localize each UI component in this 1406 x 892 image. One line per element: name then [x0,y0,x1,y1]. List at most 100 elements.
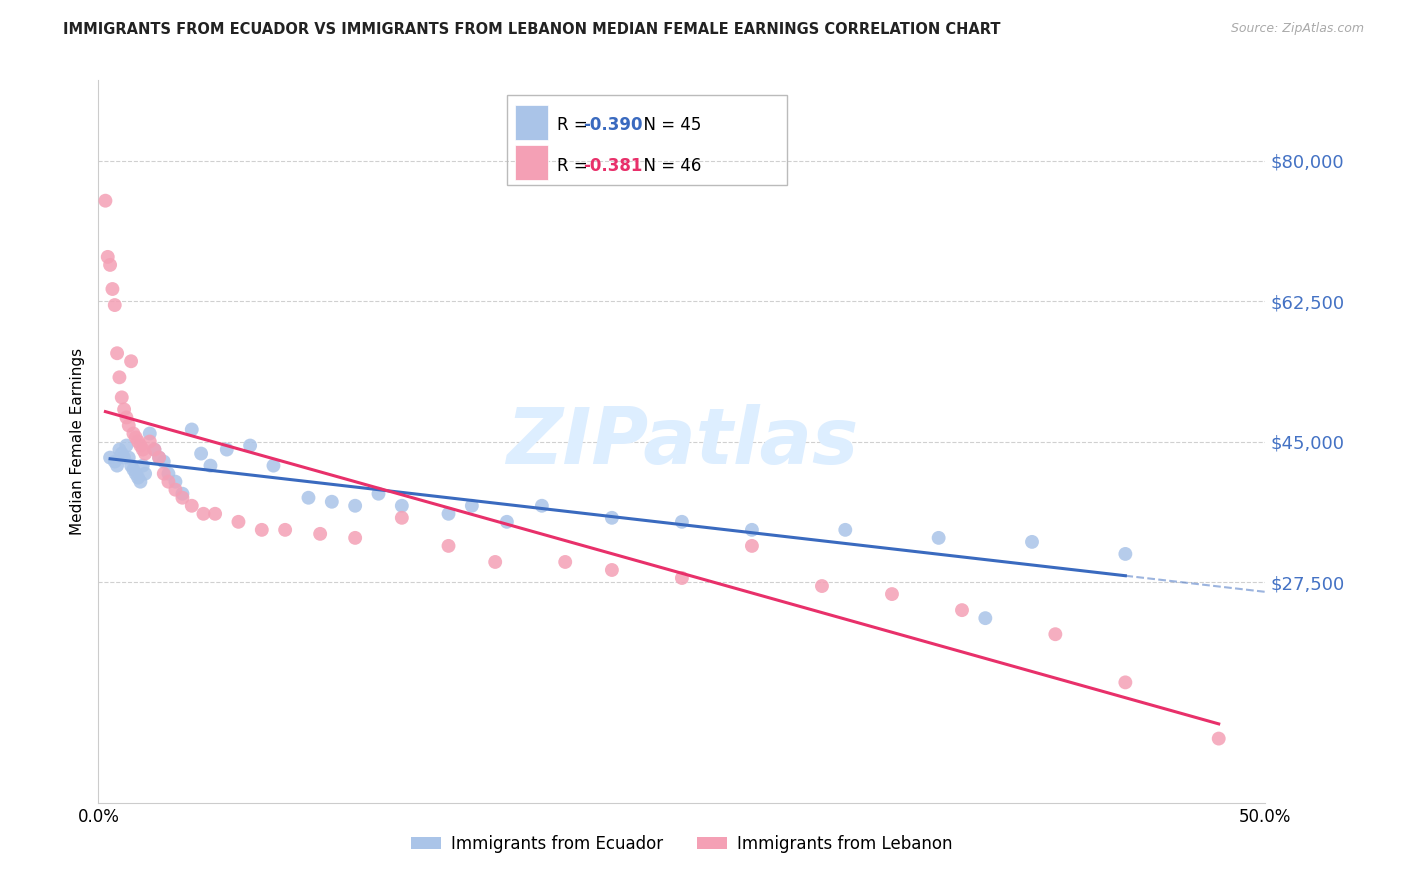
Point [274,523,297,537]
Point [104,454,127,468]
Point [129,475,152,489]
Point [148,450,170,465]
Point [157,467,180,481]
Point [104,298,127,312]
Point [554,555,576,569]
Point [600,510,623,524]
Point [180,499,202,513]
Point [115,438,138,452]
Point [974,611,997,625]
Y-axis label: Median Female Earnings: Median Female Earnings [69,348,84,535]
Point [118,450,141,465]
Point [262,458,284,473]
Point [143,442,166,457]
Point [600,563,623,577]
Point [834,523,856,537]
Point [193,507,215,521]
Text: -0.390: -0.390 [582,116,643,134]
Point [741,523,763,537]
Point [112,402,135,417]
Text: R =: R = [557,156,593,175]
Point [115,410,138,425]
Point [120,458,142,473]
Text: N = 45: N = 45 [633,116,702,134]
Point [1021,534,1043,549]
Point [132,458,155,473]
Point [228,515,250,529]
Point [172,486,194,500]
Point [741,539,763,553]
Point [344,531,367,545]
Point [1045,627,1067,641]
Point [98,450,121,465]
Point [125,430,148,444]
Point [105,458,128,473]
Point [200,458,222,473]
Point [367,486,389,500]
Point [309,526,332,541]
Text: R =: R = [557,116,593,134]
Point [108,370,131,384]
Text: IMMIGRANTS FROM ECUADOR VS IMMIGRANTS FROM LEBANON MEDIAN FEMALE EARNINGS CORREL: IMMIGRANTS FROM ECUADOR VS IMMIGRANTS FR… [63,22,1001,37]
Point [112,450,135,465]
Point [139,434,162,449]
Point [125,467,148,481]
Point [437,539,460,553]
Point [165,475,187,489]
Point [129,438,152,452]
Point [152,467,174,481]
Point [101,282,124,296]
Point [204,507,226,521]
Point [344,499,367,513]
Point [108,442,131,457]
Point [1208,731,1230,746]
Point [484,555,506,569]
Point [105,346,128,360]
Point [118,418,141,433]
Point [120,354,142,368]
Point [180,422,202,436]
Point [391,499,413,513]
Point [111,390,134,404]
Text: Source: ZipAtlas.com: Source: ZipAtlas.com [1230,22,1364,36]
Point [127,434,149,449]
Point [143,442,166,457]
Point [190,446,212,460]
Point [172,491,194,505]
Text: ZIPatlas: ZIPatlas [506,403,858,480]
Point [671,571,693,585]
Point [132,442,155,457]
Point [391,510,413,524]
Point [461,499,484,513]
Point [139,426,162,441]
FancyBboxPatch shape [515,105,548,139]
Point [239,438,262,452]
Point [148,450,170,465]
Point [127,470,149,484]
Point [437,507,460,521]
Point [165,483,187,497]
Point [111,446,134,460]
Text: N = 46: N = 46 [633,156,702,175]
Point [97,250,120,264]
Point [94,194,117,208]
Point [215,442,238,457]
Point [1114,675,1136,690]
Point [134,467,156,481]
Point [134,446,156,460]
Point [811,579,834,593]
Legend: Immigrants from Ecuador, Immigrants from Lebanon: Immigrants from Ecuador, Immigrants from… [405,828,959,860]
Point [297,491,319,505]
Text: -0.381: -0.381 [582,156,643,175]
Point [321,494,343,508]
Point [157,475,180,489]
Point [496,515,519,529]
Point [98,258,121,272]
Point [122,462,145,476]
Point [880,587,903,601]
Point [1114,547,1136,561]
FancyBboxPatch shape [515,145,548,180]
Point [671,515,693,529]
Point [530,499,553,513]
Point [152,454,174,468]
